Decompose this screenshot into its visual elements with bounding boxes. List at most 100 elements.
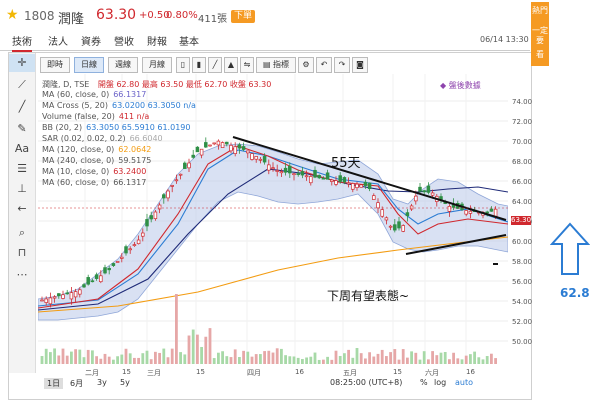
range-1d[interactable]: 1日 <box>44 378 64 389</box>
up-arrow-icon <box>550 222 590 275</box>
indicator-label: Volume (false, 20) <box>42 112 115 121</box>
tab-financials[interactable]: 財報 <box>147 37 167 48</box>
indicator-row[interactable]: MA (120, close, 0) 62.0642 <box>42 145 151 154</box>
undo-icon[interactable]: ↶ <box>316 57 332 73</box>
more-icon[interactable]: ⋯ <box>16 268 28 281</box>
candle-style-icon[interactable]: ▮ <box>192 57 206 73</box>
indicator-row[interactable]: MA (60, close, 0) 66.1317 <box>42 178 146 187</box>
measure-icon[interactable]: ⊥ <box>17 182 27 195</box>
indicator-value: 63.2400 <box>113 167 147 176</box>
promo-banner[interactable] <box>531 2 549 66</box>
candle-body <box>485 211 489 214</box>
candle-body <box>376 202 380 209</box>
volume-bar <box>191 329 195 364</box>
indicator-row[interactable]: MA (10, close, 0) 63.2400 <box>42 167 146 176</box>
trendline-icon[interactable]: ⟋ <box>18 78 26 91</box>
candle-body <box>94 274 99 279</box>
volume-bar <box>107 356 111 364</box>
back-arrow-icon[interactable]: ← <box>17 202 27 215</box>
volume-bar <box>254 354 258 364</box>
candle-body <box>216 140 221 146</box>
brush-icon[interactable]: ✎ <box>17 122 27 135</box>
star-icon[interactable]: ★ <box>6 7 19 23</box>
daily-button[interactable]: 日線 <box>74 57 104 73</box>
volume-bar <box>338 355 342 364</box>
percent-toggle[interactable]: % <box>420 378 428 387</box>
tab-technical[interactable]: 技術 <box>12 33 32 52</box>
volume: 411張 <box>198 14 228 25</box>
candle-body <box>254 156 258 160</box>
volume-bar <box>70 351 73 364</box>
volume-bar <box>44 348 48 364</box>
range-5y[interactable]: 5y <box>120 378 130 387</box>
line-style-icon[interactable]: ╱ <box>208 57 222 73</box>
volume-bar <box>95 356 98 364</box>
volume-bar <box>473 351 476 364</box>
zoom-icon[interactable]: ⌕ <box>18 226 26 239</box>
candle-body <box>388 225 393 228</box>
candle-body <box>44 298 48 303</box>
indicator-value: 66.6040 <box>129 134 163 143</box>
text-icon[interactable]: Aa <box>14 142 30 155</box>
tab-institutional[interactable]: 法人 <box>48 37 68 48</box>
indicator-row[interactable]: Volume (false, 20) 411 n/a <box>42 112 149 121</box>
volume-bar <box>128 353 132 364</box>
tab-margin[interactable]: 資券 <box>81 37 101 48</box>
indicator-row[interactable]: MA Cross (5, 20) 63.0200 63.3050 n/a <box>42 101 196 110</box>
volume-bar <box>359 353 363 364</box>
area-style-icon[interactable]: ▲ <box>224 57 238 73</box>
annotation-target-price: 62.8 <box>560 286 590 300</box>
tab-revenue[interactable]: 營收 <box>114 37 134 48</box>
log-toggle[interactable]: log <box>434 378 447 387</box>
candle-body <box>48 297 53 305</box>
volume-bar <box>133 357 136 364</box>
volume-bar <box>112 359 115 364</box>
crosshair-icon[interactable]: ✛ <box>9 54 35 72</box>
candle-body <box>397 221 401 229</box>
order-button[interactable]: 下單 <box>231 10 255 23</box>
indicator-row[interactable]: MA (240, close, 0) 59.5175 <box>42 156 151 165</box>
candle-body <box>233 146 237 154</box>
compare-icon[interactable]: ⇋ <box>240 57 254 73</box>
volume-bar <box>406 357 409 364</box>
magnet-icon[interactable]: ⊓ <box>17 246 27 259</box>
volume-bar <box>385 356 388 364</box>
settings-icon[interactable]: ⚙ <box>298 57 314 73</box>
monthly-button[interactable]: 月線 <box>142 57 172 73</box>
redo-icon[interactable]: ↷ <box>334 57 350 73</box>
candle-body <box>241 146 246 150</box>
candle-body <box>145 219 149 227</box>
x-axis-label: 五月 <box>343 369 357 377</box>
indicator-button[interactable]: ▤ 指標 <box>256 57 296 73</box>
bar-style-icon[interactable]: ▯ <box>176 57 190 73</box>
indicator-row[interactable]: BB (20, 2) 63.3050 65.5910 61.0190 <box>42 123 190 132</box>
weekly-button[interactable]: 週線 <box>108 57 138 73</box>
volume-bar <box>305 357 308 364</box>
x-axis-label: 15 <box>196 368 205 376</box>
fib-icon[interactable]: ☰ <box>17 162 27 175</box>
tab-basic[interactable]: 基本 <box>179 37 199 48</box>
intraday-button[interactable]: 即時 <box>40 57 70 73</box>
indicator-icon: ▤ <box>262 60 271 69</box>
candle-body <box>246 150 250 154</box>
indicator-label: MA (10, close, 0) <box>42 167 110 176</box>
y-axis-label: 66.00 <box>512 178 533 186</box>
ray-line-icon[interactable]: ╱ <box>18 100 26 113</box>
volume-bar <box>284 355 287 364</box>
candle-body <box>330 179 334 182</box>
price-chart[interactable] <box>38 74 508 364</box>
candle-body <box>422 190 426 193</box>
indicator-value: 63.0200 63.3050 n/a <box>112 101 196 110</box>
volume-bar <box>368 352 371 364</box>
range-3y[interactable]: 3y <box>97 378 107 387</box>
range-6m[interactable]: 6月 <box>70 379 84 388</box>
candle-body <box>157 204 162 210</box>
indicator-row[interactable]: SAR (0.02, 0.02, 0.2) 66.6040 <box>42 134 163 143</box>
candle-body <box>493 208 498 217</box>
volume-bar <box>49 352 52 364</box>
candle-body <box>317 175 321 179</box>
auto-toggle[interactable]: auto <box>455 378 474 387</box>
volume-bar <box>40 356 44 364</box>
indicator-row[interactable]: MA (60, close, 0) 66.1317 <box>42 90 146 99</box>
camera-icon[interactable]: ◙ <box>352 57 368 73</box>
